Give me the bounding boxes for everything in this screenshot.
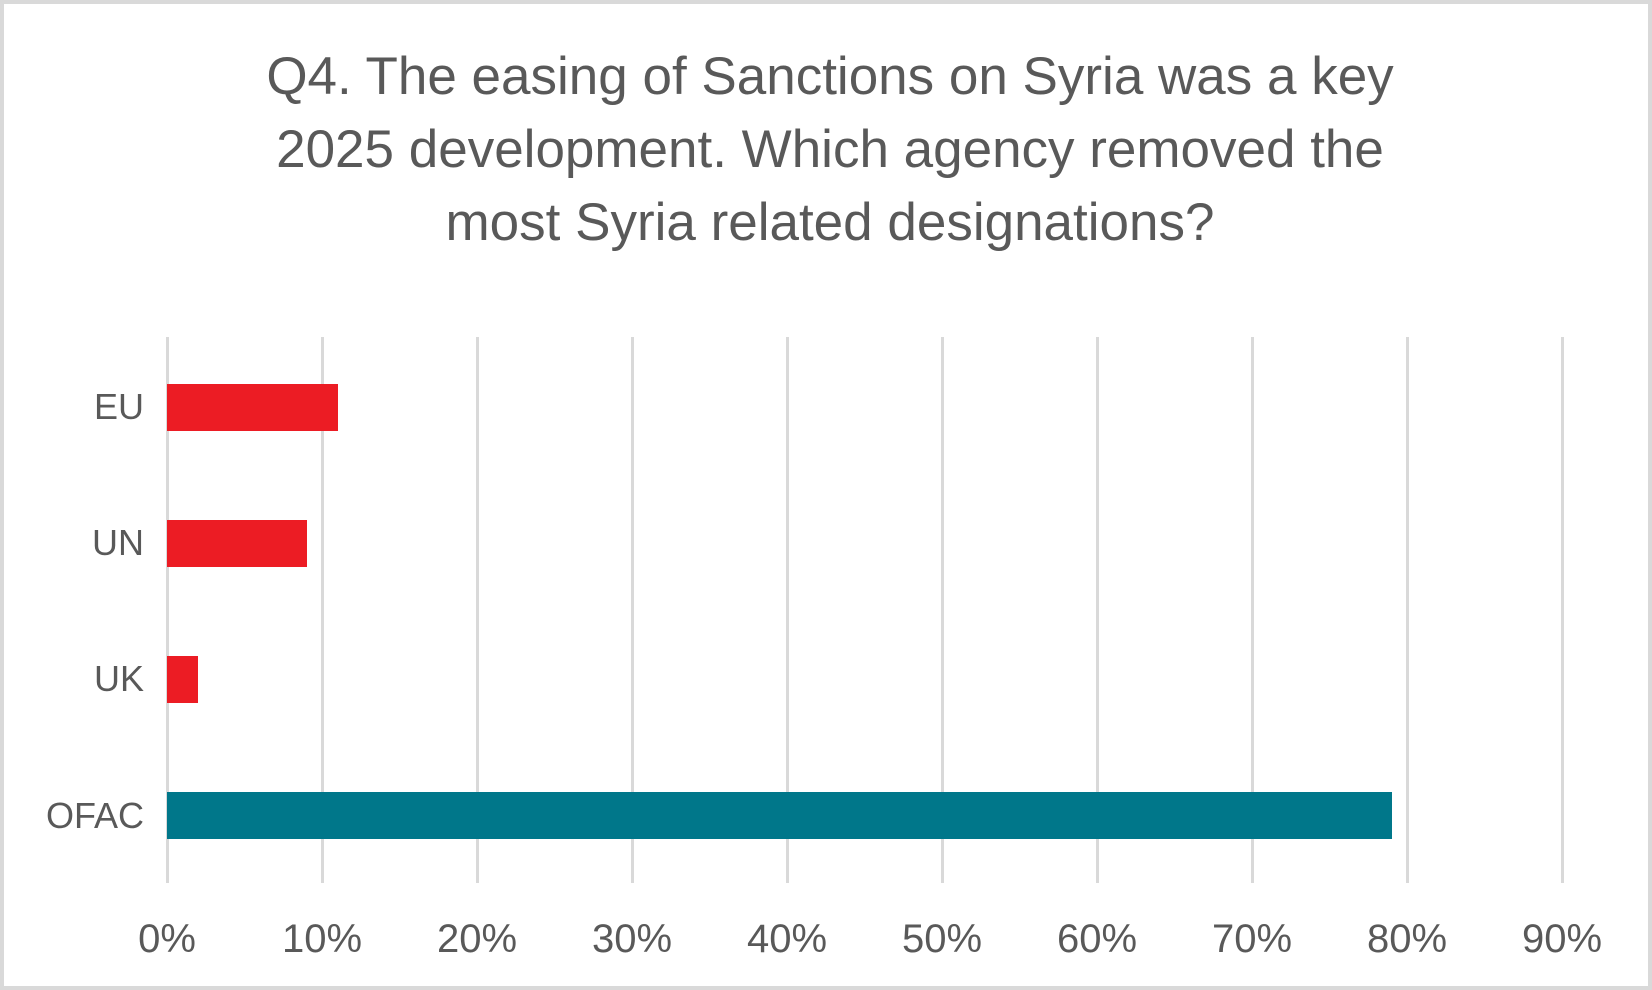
chart-title-line-3: most Syria related designations? bbox=[445, 193, 1215, 252]
gridline-80% bbox=[1405, 337, 1409, 883]
x-tick-label-40%: 40% bbox=[746, 917, 828, 961]
x-tick-label-30%: 30% bbox=[591, 917, 673, 961]
category-label-ofac: OFAC bbox=[45, 794, 144, 836]
x-tick-label-90%: 90% bbox=[1521, 917, 1603, 961]
category-label-eu: EU bbox=[93, 386, 144, 427]
x-tick-label-70%: 70% bbox=[1211, 917, 1293, 961]
category-label-uk: UK bbox=[93, 658, 144, 700]
gridline-30% bbox=[630, 337, 634, 883]
gridline-60% bbox=[1095, 337, 1099, 883]
bar-un bbox=[167, 519, 307, 567]
x-tick-label-50%: 50% bbox=[901, 917, 983, 961]
bar-uk bbox=[167, 655, 198, 703]
x-tick-label-80%: 80% bbox=[1366, 917, 1448, 961]
gridline-90% bbox=[1560, 337, 1564, 883]
bar-ofac bbox=[167, 792, 1392, 839]
chart-title: Q4. The easing of Sanctions on Syria was… bbox=[4, 40, 1652, 259]
x-tick-label-10%: 10% bbox=[281, 917, 363, 961]
plot-area: 0% 10% 20% 30% 40% 50% 60% 70% 80% 90% EU UN UK OFAC bbox=[46, 337, 1602, 961]
bar-eu bbox=[167, 383, 338, 431]
gridline-0% bbox=[165, 337, 169, 883]
chart-title-line-1: Q4. The easing of Sanctions on Syria was… bbox=[266, 47, 1394, 106]
x-tick-label-0%: 0% bbox=[138, 917, 196, 961]
chart-title-line-2: 2025 development. Which agency removed t… bbox=[276, 120, 1384, 179]
gridline-50% bbox=[940, 337, 944, 883]
gridline-10% bbox=[320, 337, 324, 883]
gridline-70% bbox=[1250, 337, 1254, 883]
x-tick-label-60%: 60% bbox=[1056, 917, 1138, 961]
gridline-20% bbox=[475, 337, 479, 883]
gridline-40% bbox=[785, 337, 789, 883]
category-label-un: UN bbox=[92, 522, 144, 564]
x-tick-label-20%: 20% bbox=[436, 917, 518, 961]
